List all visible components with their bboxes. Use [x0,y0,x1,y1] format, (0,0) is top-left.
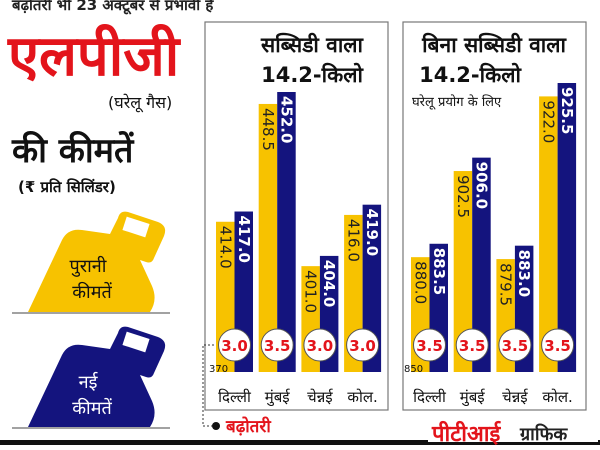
gas-cylinder-icon [12,211,170,314]
category-label: कोल. [542,388,572,406]
increase-value: 3.0 [349,337,376,355]
footer-brand: पीटीआई [431,420,501,447]
increase-value: 3.5 [416,337,443,355]
bar-value-label: 416.0 [344,219,362,262]
bar-value-label: 883.5 [430,248,448,295]
bar-value-label: 419.0 [363,209,381,256]
increase-badge [413,328,446,362]
increase-badge [218,328,251,362]
bar-value-label: 883.0 [515,250,533,297]
bar-value-label: 414.0 [216,226,234,269]
bar-value-label: 452.0 [277,96,295,143]
title-prices: की कीमतें [11,130,135,171]
category-label: चेन्नई [307,388,333,406]
panel2-weight: 14.2-किलो [419,62,522,87]
panel1-title: सब्सिडी वाला [260,32,364,57]
baseline-label: 850 [404,364,423,375]
title-lpg: एलपीजी [7,23,182,89]
bar-new-price [277,92,296,372]
bar-old-price [453,171,473,372]
category-label: कोल. [347,388,377,406]
panel1-weight: 14.2-किलो [261,62,364,87]
bar-new-price [472,157,491,372]
baseline-label: 370 [209,364,228,375]
category-label: दिल्ली [218,388,252,406]
category-label: दिल्ली [413,388,447,406]
increase-badge [498,328,532,362]
bar-old-price [258,103,278,372]
bar-value-label: 417.0 [235,216,253,263]
increase-value: 3.5 [264,337,291,355]
legend-old-line1: पुरानी [70,255,107,277]
footer-graphic: ग्राफिक [519,423,568,445]
increase-value: 3.5 [459,337,486,355]
increase-connector [202,344,214,427]
bar-value-label: 902.5 [454,175,472,218]
panel2-title: बिना सब्सिडी वाला [421,32,567,57]
top-note: बढ़ोतरी भी 23 अक्टूबर से प्रभावी है [11,0,214,15]
footer-rule [0,440,600,445]
increase-value: 3.5 [544,337,571,355]
panel-non-subsidised [402,21,587,411]
increase-badge [541,328,575,362]
legend-old-line2: कीमतें [72,281,112,303]
increase-badge [303,328,337,362]
increase-badge [260,328,294,362]
legend-new-line1: नई [79,371,99,393]
gas-cylinder-icon [12,326,170,429]
increase-value: 3.5 [502,337,529,355]
bar-value-label: 404.0 [320,260,338,307]
increase-value: 3.0 [221,337,248,355]
category-label: मुंबई [265,388,291,407]
increase-label: बढ़ोतरी [225,416,271,437]
bar-value-label: 880.0 [411,261,429,304]
bullet-icon [212,422,220,430]
subtitle-domestic-gas: (घरेलू गैस) [108,93,172,113]
bar-value-label: 922.0 [539,100,557,143]
panel-subsidised [204,21,389,411]
increase-value: 3.0 [307,337,334,355]
bar-value-label: 925.5 [558,87,576,134]
unit-label: (₹ प्रति सिलिंडर) [18,178,116,196]
bar-old-price [539,96,558,373]
category-label: मुंबई [460,388,486,407]
bar-value-label: 448.5 [259,108,277,151]
bar-value-label: 879.5 [497,263,515,306]
increase-badge [455,328,489,362]
increase-badge [346,328,380,362]
category-label: चेन्नई [502,388,528,406]
bar-new-price [557,83,577,372]
legend-new-line2: कीमतें [72,397,112,419]
bar-value-label: 401.0 [302,270,320,313]
panel2-subtitle: घरेलू प्रयोग के लिए [412,94,502,110]
bar-value-label: 906.0 [472,162,490,209]
